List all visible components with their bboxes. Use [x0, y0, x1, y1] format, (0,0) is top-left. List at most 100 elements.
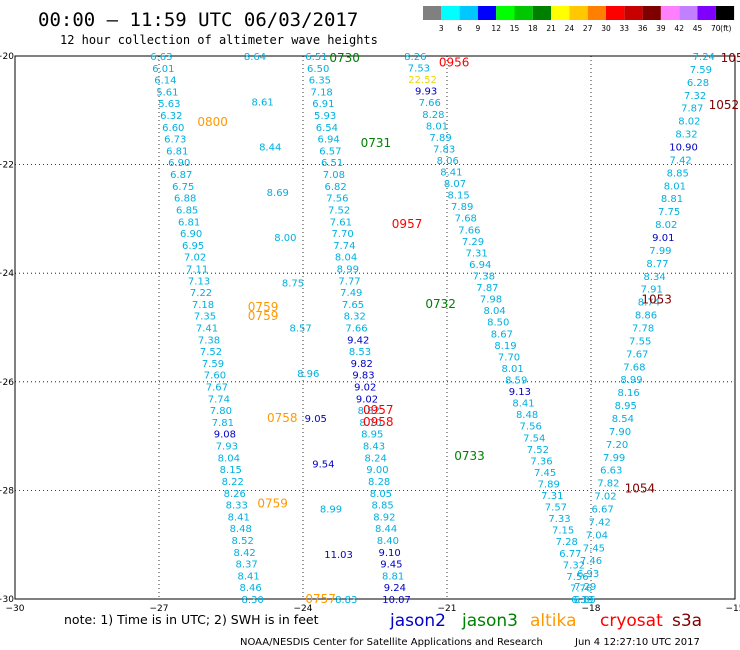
wave-height-value: 7.56 [520, 422, 542, 433]
wave-height-value: 7.32 [684, 91, 706, 102]
wave-height-value: 6.90 [180, 229, 202, 240]
wave-height-value: 7.20 [606, 440, 628, 451]
wave-height-value: 8.41 [512, 399, 534, 410]
wave-height-value: 8.07 [444, 179, 466, 190]
axis-tick-labels: −30 −27 −24 −21 −18 −15 −20 −22 −24 −26 −28 −30 [0, 52, 740, 614]
pass-time-label: 0957 [392, 217, 423, 231]
wave-height-value: 8.44 [259, 143, 281, 154]
wave-height-value: 7.02 [594, 492, 616, 503]
wave-height-value: 7.18 [192, 300, 214, 311]
scale-label: 24 [565, 24, 575, 33]
wave-height-value: 7.22 [190, 288, 212, 299]
scale-label: 30 [601, 24, 611, 33]
wave-height-value: 6.63 [600, 466, 622, 477]
wave-height-value: 7.42 [670, 155, 692, 166]
pass-time-label: 0732 [425, 297, 456, 311]
wave-height-value: 7.60 [204, 371, 226, 382]
wave-height-value: 6.93 [577, 569, 599, 580]
scale-swatch [624, 6, 643, 20]
wave-height-value: 8.57 [289, 324, 311, 335]
wave-height-value: 6.63 [150, 52, 172, 63]
page-title: 00:00 – 11:59 UTC 06/03/2017 [38, 9, 358, 31]
wave-height-value: 8.37 [236, 560, 258, 571]
wave-height-value: 8.99 [337, 264, 359, 275]
pass-time-label: 0956 [439, 55, 470, 69]
wave-height-value: 8.70 [359, 418, 381, 429]
wave-height-value: 8.99 [620, 375, 642, 386]
wave-height-value: 8.16 [617, 388, 639, 399]
scale-swatch [532, 6, 552, 20]
wave-height-value: 7.67 [626, 349, 648, 360]
wave-height-value: 8.54 [612, 414, 634, 425]
wave-height-value: 7.65 [342, 300, 364, 311]
wave-height-value: 8.92 [373, 512, 395, 523]
pass-time-label: 0733 [454, 449, 485, 463]
wave-height-value: 7.29 [574, 582, 596, 593]
wave-height-value: 9.13 [509, 387, 531, 398]
wave-height-value: 7.66 [419, 98, 441, 109]
wave-height-value: 9.01 [652, 233, 674, 244]
wave-height-value: 9.24 [384, 583, 406, 594]
wave-height-value: 9.83 [352, 371, 374, 382]
pass-time-label: 0800 [197, 115, 228, 129]
wave-height-value: 7.46 [580, 556, 602, 567]
wave-height-value: 8.77 [646, 259, 668, 270]
map-frame [14, 55, 736, 600]
wave-height-value: 6.90 [168, 158, 190, 169]
wave-height-value: 7.45 [534, 468, 556, 479]
wave-height-value: 8.41 [228, 512, 250, 523]
wave-height-value: 7.24 [693, 52, 715, 63]
wave-height-value: 8.01 [426, 121, 448, 132]
wave-height-value: 9.02 [356, 394, 378, 405]
wave-height-value: 6.81 [178, 217, 200, 228]
wave-height-value: 6.75 [172, 182, 194, 193]
wave-height-value: 7.91 [641, 285, 663, 296]
legend-s3a: s3a [672, 611, 702, 631]
wave-height-value: 9.82 [351, 359, 373, 370]
pass-time-label: 0958 [363, 415, 394, 429]
wave-height-value: 7.67 [206, 383, 228, 394]
scale-swatch [459, 6, 478, 20]
lon-tick-label: −27 [150, 604, 169, 614]
scale-label: 33 [620, 24, 630, 33]
wave-height-value: 6.81 [166, 146, 188, 157]
footer-note: note: 1) Time is in UTC; 2) SWH is in fe… [64, 612, 319, 627]
scale-swatch [551, 6, 570, 20]
pass-time-label: 1054 [625, 482, 656, 496]
pass-time-label: 0759 [257, 496, 288, 510]
footer-timestamp: Jun 4 12:27:10 UTC 2017 [574, 637, 700, 648]
lon-tick-label: −30 [6, 604, 25, 614]
scale-swatch [715, 6, 735, 20]
wave-height-value: 7.68 [623, 362, 645, 373]
wave-height-value: 8.32 [344, 312, 366, 323]
wave-height-value: 7.36 [530, 456, 552, 467]
wave-height-value: 7.42 [589, 517, 611, 528]
wave-height-value: 8.26 [404, 52, 426, 63]
scale-swatch [441, 6, 460, 20]
map-plot-area: 6.636.016.145.615.636.326.606.736.816.90… [14, 51, 740, 606]
scale-swatch [606, 6, 625, 20]
wave-height-value: 8.83 [335, 595, 357, 606]
wave-height-value: 9.45 [380, 560, 402, 571]
wave-height-value: 7.99 [603, 453, 625, 464]
pass-time-label: 0957 [363, 403, 394, 417]
lon-tick-label: −15 [726, 604, 740, 614]
wave-height-value: 8.41 [440, 168, 462, 179]
pass-time-label: 1053 [641, 293, 672, 307]
scale-label: 3 [439, 24, 444, 33]
scale-unit: (ft) [720, 24, 731, 33]
wave-height-value: 7.68 [455, 214, 477, 225]
wave-height-value: 6.14 [154, 76, 176, 87]
wave-height-value: 6.85 [574, 595, 596, 606]
wave-height-value: 6.28 [687, 78, 709, 89]
wave-height-value: 7.99 [649, 246, 671, 257]
wave-height-value: 8.95 [361, 430, 383, 441]
wave-height-value: 8.67 [491, 329, 513, 340]
lat-tick-label: −28 [0, 486, 14, 496]
wave-height-value: 7.87 [476, 283, 498, 294]
wave-height-value: 8.61 [251, 97, 273, 108]
wave-height-value: 8.85 [372, 501, 394, 512]
wave-height-value: 7.56 [566, 572, 588, 583]
wave-height-value: 8.34 [644, 272, 666, 283]
lat-tick-label: −22 [0, 161, 14, 171]
